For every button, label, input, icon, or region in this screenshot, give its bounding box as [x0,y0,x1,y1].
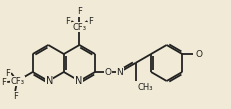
Text: CH₃: CH₃ [137,83,153,92]
Text: CF₃: CF₃ [10,77,24,85]
Text: O: O [195,49,202,59]
Text: F: F [13,92,18,101]
Text: N: N [75,76,82,86]
Text: F: F [66,16,70,26]
Text: F: F [88,16,93,26]
Text: F: F [1,77,6,87]
Text: N: N [46,76,53,86]
Text: F: F [5,68,10,77]
Text: N: N [117,67,123,77]
Text: O: O [104,67,112,77]
Text: F: F [77,7,82,16]
Text: CF₃: CF₃ [72,22,86,32]
